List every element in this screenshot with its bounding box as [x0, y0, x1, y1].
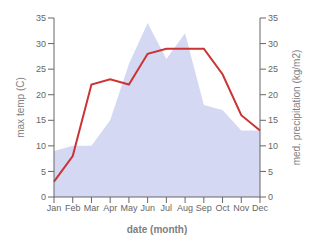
svg-text:0: 0 — [268, 192, 273, 202]
svg-text:25: 25 — [268, 64, 278, 74]
svg-text:Dec: Dec — [252, 203, 269, 213]
svg-text:med. precipitation (kg/m2): med. precipitation (kg/m2) — [291, 50, 302, 166]
svg-text:35: 35 — [268, 13, 278, 23]
svg-text:5: 5 — [41, 167, 46, 177]
svg-text:Feb: Feb — [65, 203, 81, 213]
svg-text:date (month): date (month) — [127, 224, 188, 235]
svg-text:Oct: Oct — [216, 203, 231, 213]
svg-text:15: 15 — [268, 115, 278, 125]
svg-text:5: 5 — [268, 167, 273, 177]
svg-text:Jun: Jun — [140, 203, 155, 213]
svg-text:20: 20 — [36, 90, 46, 100]
svg-text:Nov: Nov — [233, 203, 250, 213]
svg-text:10: 10 — [36, 141, 46, 151]
svg-text:Apr: Apr — [103, 203, 117, 213]
svg-text:35: 35 — [36, 13, 46, 23]
svg-text:20: 20 — [268, 90, 278, 100]
svg-text:10: 10 — [268, 141, 278, 151]
svg-text:15: 15 — [36, 115, 46, 125]
svg-text:Sep: Sep — [196, 203, 212, 213]
svg-text:max temp (C): max temp (C) — [15, 77, 26, 138]
svg-text:Jan: Jan — [47, 203, 62, 213]
svg-text:Aug: Aug — [177, 203, 193, 213]
svg-text:30: 30 — [36, 39, 46, 49]
svg-text:30: 30 — [268, 39, 278, 49]
svg-text:Mar: Mar — [84, 203, 100, 213]
svg-text:May: May — [120, 203, 138, 213]
svg-text:0: 0 — [41, 192, 46, 202]
svg-text:Jul: Jul — [161, 203, 173, 213]
svg-text:25: 25 — [36, 64, 46, 74]
